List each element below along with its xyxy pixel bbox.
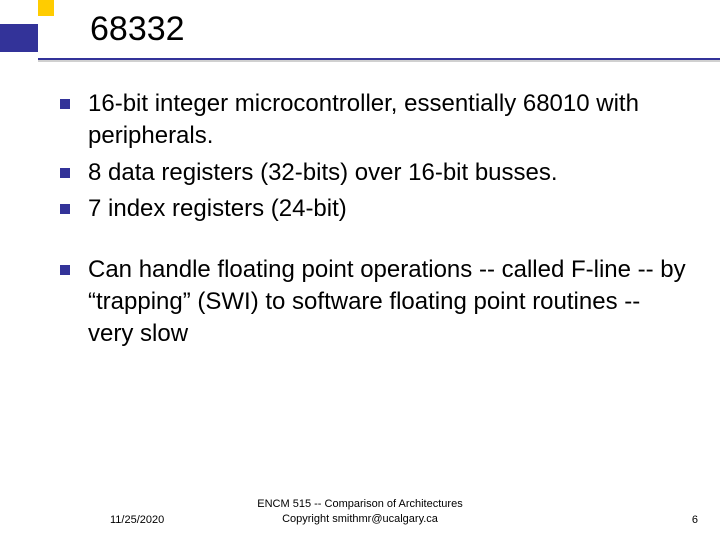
header-rule-shadow <box>38 60 720 62</box>
slide-footer: 11/25/2020 ENCM 515 -- Comparison of Arc… <box>0 497 720 526</box>
bullet-text: Can handle floating point operations -- … <box>88 254 690 351</box>
bullet-text: 8 data registers (32-bits) over 16-bit b… <box>88 157 558 189</box>
bullet-item: 8 data registers (32-bits) over 16-bit b… <box>60 157 690 189</box>
bullet-marker-icon <box>60 204 70 214</box>
bullet-marker-icon <box>60 265 70 275</box>
bullet-item: 16-bit integer microcontroller, essentia… <box>60 88 690 153</box>
slide-body: 16-bit integer microcontroller, essentia… <box>60 88 690 355</box>
slide-title: 68332 <box>90 10 185 49</box>
bullet-marker-icon <box>60 168 70 178</box>
footer-line2: Copyright smithmr@ucalgary.ca <box>0 512 720 526</box>
accent-square-yellow <box>38 0 54 16</box>
footer-center: ENCM 515 -- Comparison of Architectures … <box>0 497 720 526</box>
accent-block-blue <box>0 24 38 52</box>
bullet-text: 16-bit integer microcontroller, essentia… <box>88 88 690 153</box>
footer-date: 11/25/2020 <box>110 514 164 526</box>
bullet-marker-icon <box>60 99 70 109</box>
footer-line1: ENCM 515 -- Comparison of Architectures <box>0 497 720 511</box>
bullet-item: 7 index registers (24-bit) <box>60 193 690 225</box>
footer-page-number: 6 <box>692 514 698 526</box>
bullet-item: Can handle floating point operations -- … <box>60 254 690 351</box>
bullet-text: 7 index registers (24-bit) <box>88 193 347 225</box>
